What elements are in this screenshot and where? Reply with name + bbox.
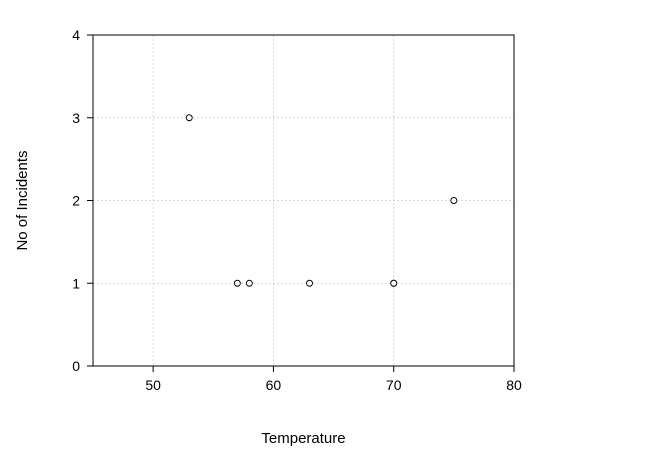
grid-lines (93, 35, 514, 366)
x-tick-label: 50 (145, 377, 161, 393)
x-tick-label: 60 (266, 377, 282, 393)
x-tick-label: 70 (386, 377, 402, 393)
y-tick-label: 2 (72, 193, 80, 209)
data-point (185, 114, 193, 122)
x-axis-title: Temperature (261, 430, 345, 447)
y-tick-label: 3 (72, 110, 80, 126)
y-tick-label: 4 (72, 27, 80, 43)
data-point (450, 197, 458, 204)
x-tick-label: 80 (506, 377, 522, 393)
data-point (233, 279, 241, 287)
data-point (306, 279, 313, 287)
data-point (245, 279, 253, 287)
y-tick-label: 1 (72, 275, 80, 291)
tick-labels: 50 60 70 80 0 1 2 3 4 (72, 27, 522, 393)
y-tick-label: 0 (72, 358, 80, 374)
data-point (390, 279, 398, 287)
data-points (185, 114, 458, 287)
y-axis-title: No of Incidents (14, 150, 31, 250)
axis-ticks (87, 34, 515, 372)
